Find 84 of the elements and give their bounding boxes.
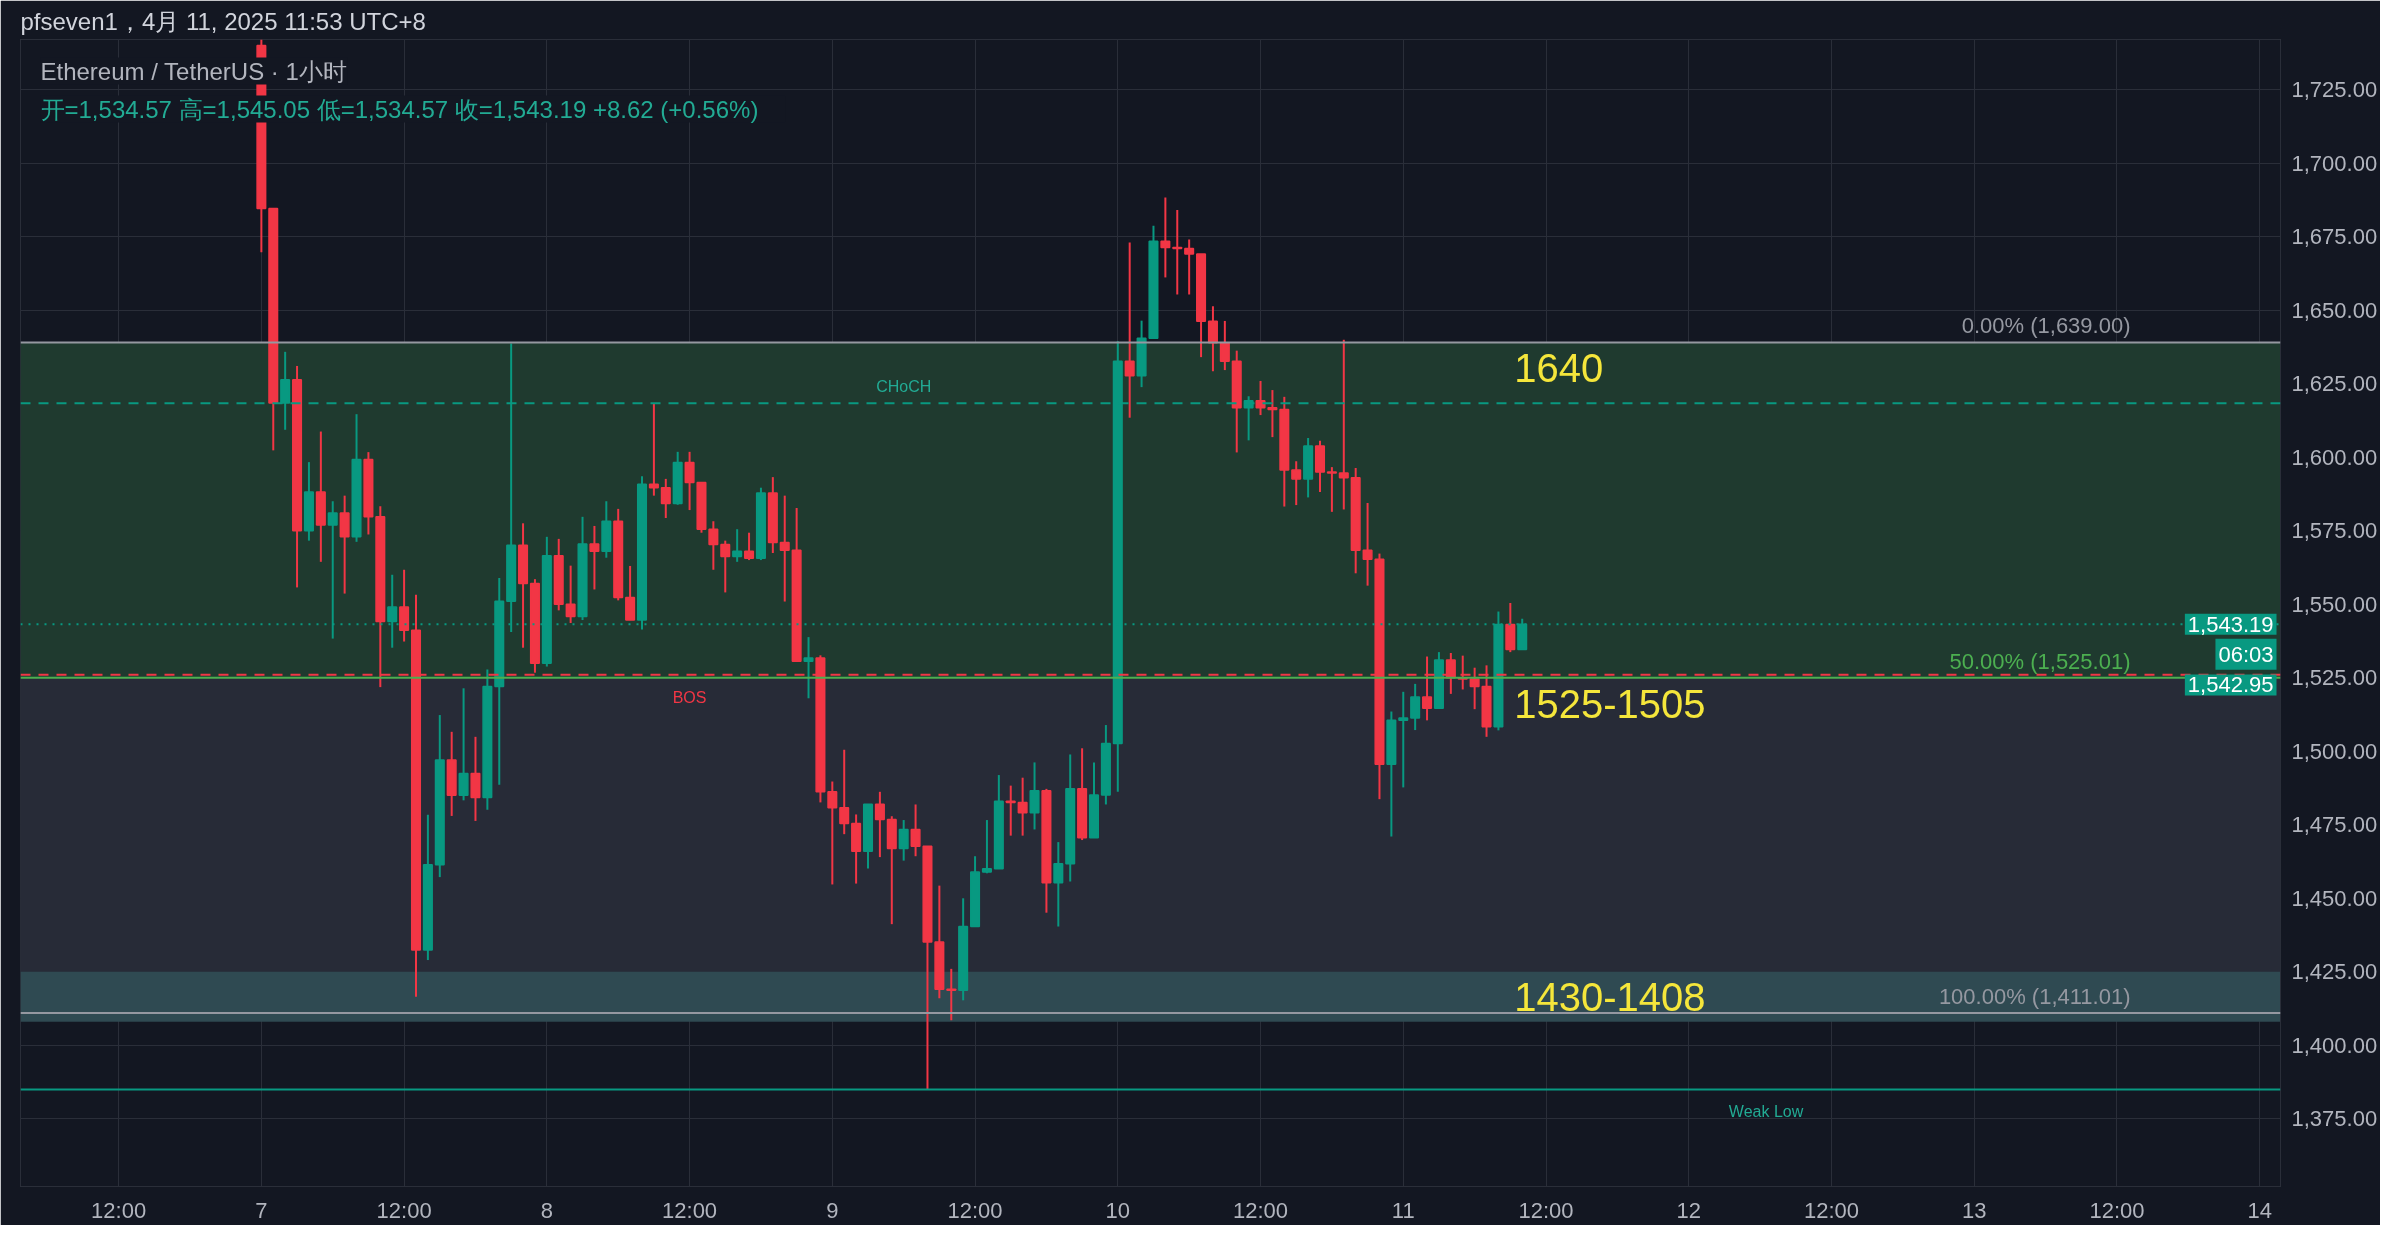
y-tick-label: 1,450.00 bbox=[2291, 885, 2378, 911]
candlestick bbox=[744, 531, 755, 562]
candlestick bbox=[1267, 389, 1278, 439]
text: pfseven1，4月 11, 2025 11:53 UTC+8 bbox=[20, 7, 426, 35]
y-tick-label: 1,650.00 bbox=[2291, 297, 2378, 323]
candlestick bbox=[1029, 761, 1040, 831]
candlestick bbox=[720, 539, 731, 594]
candlestick bbox=[803, 636, 814, 700]
text: 开=1,534.57 高=1,545.05 低=1,534.57 收=1,543.19 +8.62 (+0.56%) bbox=[40, 95, 759, 123]
annotation: BOS bbox=[672, 688, 707, 706]
y-tick-label: 1,625.00 bbox=[2291, 371, 2378, 397]
annotation: 1,543.19 bbox=[2187, 611, 2274, 637]
annotation: 1640 bbox=[1514, 346, 1604, 391]
x-tick-label: 12:00 bbox=[947, 1197, 1003, 1223]
y-tick-label: 1,475.00 bbox=[2291, 812, 2378, 838]
x-tick-label: 12:00 bbox=[662, 1197, 718, 1223]
candlestick bbox=[1255, 379, 1266, 417]
candlestick bbox=[1326, 466, 1337, 513]
candlestick bbox=[565, 564, 576, 624]
y-tick-label: 1,675.00 bbox=[2291, 224, 2378, 250]
candlestick bbox=[1338, 338, 1349, 511]
candlestick bbox=[910, 803, 921, 858]
candlestick bbox=[1410, 682, 1421, 732]
y-tick-label: 1,600.00 bbox=[2291, 444, 2378, 470]
candlestick bbox=[660, 477, 671, 519]
candlestick bbox=[1291, 460, 1302, 507]
x-tick-label: 12 bbox=[1676, 1197, 1701, 1223]
candlestick bbox=[708, 520, 719, 571]
y-tick-label: 1,400.00 bbox=[2291, 1032, 2378, 1058]
candlestick bbox=[946, 967, 957, 1022]
candlestick bbox=[732, 528, 743, 563]
candlestick bbox=[1219, 319, 1230, 372]
candlestick bbox=[981, 819, 992, 875]
annotation: CHoCH bbox=[876, 378, 932, 396]
y-tick-label: 1,725.00 bbox=[2291, 77, 2378, 102]
candlestick bbox=[1184, 238, 1195, 296]
candlestick bbox=[1362, 502, 1373, 587]
x-tick-label: 12:00 bbox=[2089, 1197, 2145, 1223]
x-tick-label: 12:00 bbox=[1803, 1197, 1860, 1223]
candlestick bbox=[339, 494, 350, 595]
x-tick-label: 12:00 bbox=[376, 1197, 432, 1223]
ref-line-label: 100.00% (1,411.01) bbox=[1938, 983, 2131, 1009]
candlestick bbox=[399, 568, 410, 643]
x-tick-label: 11 bbox=[1391, 1197, 1415, 1223]
candlestick bbox=[779, 494, 790, 603]
candlestick bbox=[874, 790, 885, 859]
candlestick bbox=[625, 564, 636, 622]
candlestick bbox=[1398, 690, 1409, 789]
candlestick bbox=[1053, 841, 1064, 928]
x-tick-label: 13 bbox=[1961, 1197, 1987, 1223]
annotation: 1430-1408 bbox=[1514, 974, 1706, 1019]
annotation: 06:03 bbox=[2218, 641, 2274, 667]
x-tick-label: 10 bbox=[1105, 1197, 1131, 1223]
x-tick-label: 8 bbox=[540, 1197, 553, 1223]
x-tick-label: 7 bbox=[255, 1197, 268, 1223]
annotation: 1,542.95 bbox=[2187, 672, 2274, 698]
candlestick bbox=[1124, 241, 1135, 419]
candlestick bbox=[470, 735, 481, 822]
candlestick bbox=[648, 402, 659, 497]
candlestick bbox=[827, 780, 838, 886]
candlestick bbox=[458, 687, 469, 802]
y-tick-label: 1,575.00 bbox=[2291, 518, 2378, 544]
annotation: 1525-1505 bbox=[1514, 681, 1706, 726]
candlestick bbox=[839, 748, 850, 836]
y-tick-label: 1,425.00 bbox=[2291, 959, 2378, 985]
y-tick-label: 1,525.00 bbox=[2291, 665, 2378, 691]
ref-line-label: 0.00% (1,639.00) bbox=[1961, 313, 2131, 339]
y-tick-label: 1,700.00 bbox=[2291, 150, 2378, 176]
ref-line-label: 50.00% (1,525.01) bbox=[1949, 648, 2131, 674]
candlestick bbox=[589, 524, 600, 591]
x-tick-label: 14 bbox=[2247, 1197, 2272, 1223]
candlestick bbox=[1160, 196, 1171, 279]
x-tick-label: 9 bbox=[826, 1197, 839, 1223]
y-tick-label: 1,500.00 bbox=[2291, 738, 2378, 764]
candlestick bbox=[1005, 784, 1016, 837]
candlestick bbox=[1017, 776, 1028, 837]
y-tick-label: 1,550.00 bbox=[2291, 591, 2378, 617]
text: Ethereum / TetherUS · 1小时 bbox=[40, 57, 347, 85]
x-tick-label: 12:00 bbox=[1233, 1197, 1289, 1223]
candlestick bbox=[898, 819, 909, 862]
y-tick-label: 1,375.00 bbox=[2291, 1106, 2378, 1132]
annotation: Weak Low bbox=[1728, 1103, 1804, 1121]
x-tick-label: 12:00 bbox=[91, 1197, 147, 1223]
x-tick-label: 12:00 bbox=[1518, 1197, 1574, 1223]
